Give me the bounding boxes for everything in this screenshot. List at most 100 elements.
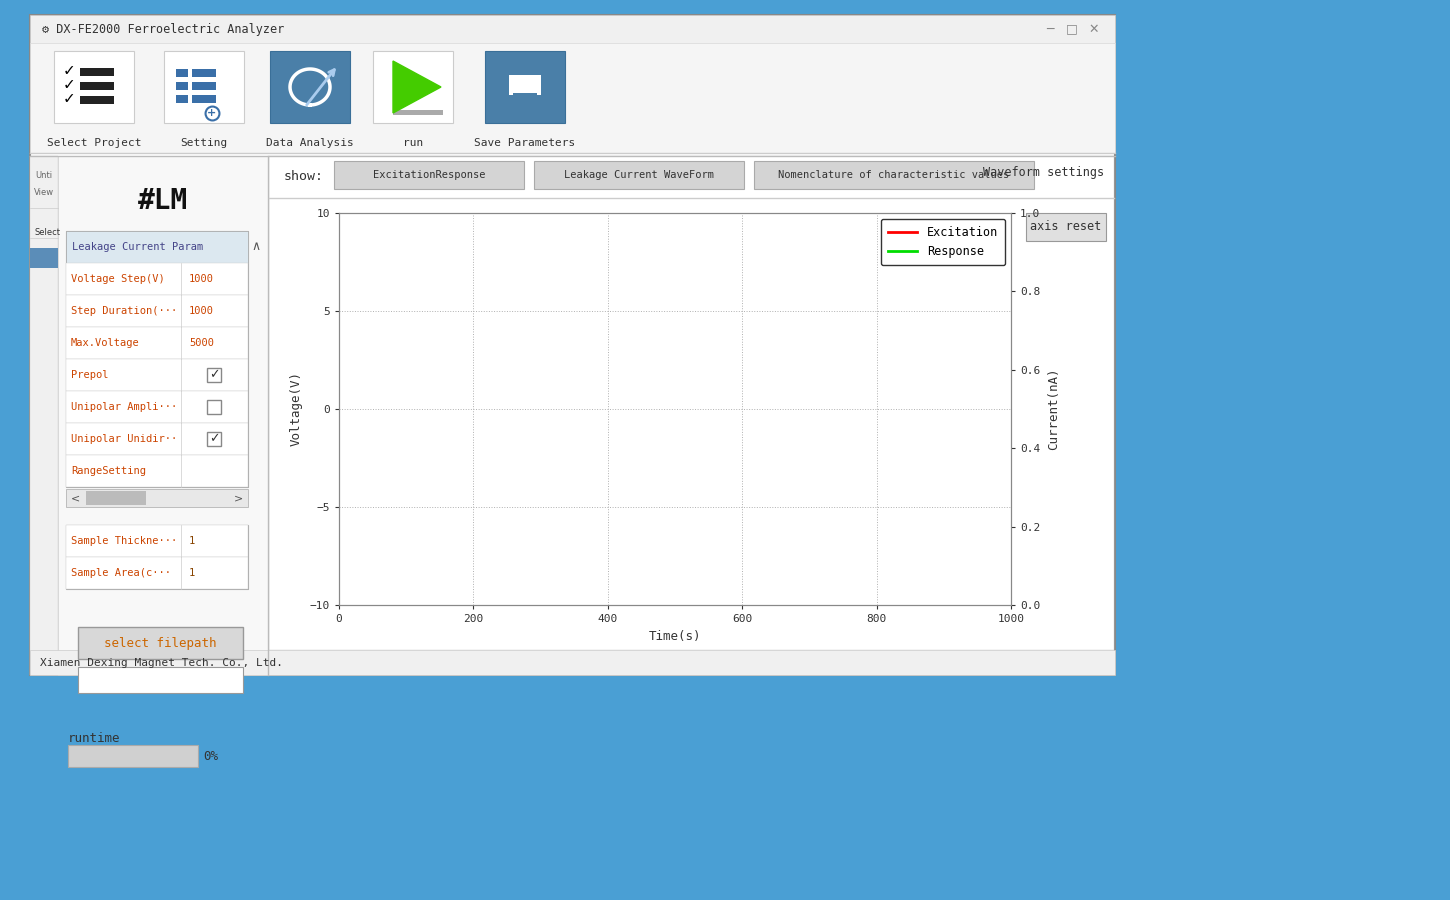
Legend: Excitation, Response: Excitation, Response [880, 219, 1005, 265]
Bar [68, 745, 199, 767]
Bar [67, 327, 248, 359]
Text: 5000: 5000 [188, 338, 215, 348]
Text: ✓: ✓ [62, 77, 75, 93]
Bar [80, 82, 115, 90]
Bar [393, 110, 444, 115]
Text: Xiamen Dexing Magnet Tech. Co., Ltd.: Xiamen Dexing Magnet Tech. Co., Ltd. [41, 658, 283, 668]
Text: Step Duration(···: Step Duration(··· [71, 306, 177, 316]
Text: ✓: ✓ [62, 64, 75, 78]
Bar [207, 368, 222, 382]
Text: ∧: ∧ [251, 240, 261, 254]
Text: ─: ─ [1047, 22, 1054, 35]
Bar [67, 525, 248, 589]
Bar [54, 51, 133, 123]
Text: ✓: ✓ [209, 433, 220, 446]
Text: ExcitationResponse: ExcitationResponse [373, 170, 486, 180]
Bar [78, 627, 244, 659]
Text: 1000: 1000 [188, 274, 215, 284]
Text: select filepath: select filepath [104, 636, 216, 650]
Text: Save Parameters: Save Parameters [474, 138, 576, 148]
Bar [30, 650, 1115, 675]
Text: RangeSetting: RangeSetting [71, 466, 146, 476]
Bar [30, 15, 1115, 675]
Text: Voltage Step(V): Voltage Step(V) [71, 274, 165, 284]
Text: Unipolar Ampli···: Unipolar Ampli··· [71, 402, 177, 412]
Text: Prepol: Prepol [71, 370, 109, 380]
Bar [175, 95, 188, 103]
Bar [80, 96, 115, 104]
Bar [78, 667, 244, 693]
Bar [30, 156, 58, 675]
Bar [270, 156, 1114, 650]
Text: Max.Voltage: Max.Voltage [71, 338, 139, 348]
Bar [513, 97, 536, 101]
Text: axis reset: axis reset [1031, 220, 1102, 233]
Text: Unti: Unti [35, 171, 52, 180]
Y-axis label: Voltage(V): Voltage(V) [290, 372, 303, 446]
Text: □: □ [1066, 22, 1077, 35]
Text: runtime: runtime [68, 733, 120, 745]
Bar [67, 391, 248, 423]
Bar [534, 161, 744, 189]
Text: Sample Thickne···: Sample Thickne··· [71, 536, 177, 546]
Bar [80, 68, 115, 76]
Text: 1000: 1000 [188, 306, 215, 316]
Text: 0%: 0% [203, 750, 218, 762]
Bar [67, 525, 248, 557]
Text: Select: Select [35, 228, 61, 237]
Bar [191, 95, 216, 103]
Text: Setting: Setting [180, 138, 228, 148]
Bar [373, 51, 452, 123]
Text: Sample Area(c···: Sample Area(c··· [71, 568, 171, 578]
Bar [30, 248, 58, 268]
Text: 1: 1 [188, 536, 196, 546]
Text: #LM: #LM [138, 187, 188, 215]
Bar [67, 423, 248, 455]
Text: <: < [71, 493, 80, 503]
X-axis label: Time(s): Time(s) [648, 630, 702, 643]
Bar [207, 400, 222, 414]
Bar [1027, 213, 1106, 241]
Bar [484, 51, 566, 123]
Text: ✓: ✓ [209, 368, 220, 382]
Text: Leakage Current Param: Leakage Current Param [72, 242, 203, 252]
Bar [175, 82, 188, 90]
Bar [67, 231, 248, 487]
Bar [270, 51, 349, 123]
Bar [509, 75, 541, 95]
Bar [503, 65, 547, 109]
Text: Select Project: Select Project [46, 138, 141, 148]
Text: 1: 1 [188, 568, 196, 578]
Text: Unipolar Unidir··: Unipolar Unidir·· [71, 434, 177, 444]
Bar [30, 15, 1115, 43]
Text: Data Analysis: Data Analysis [267, 138, 354, 148]
Bar [191, 82, 216, 90]
Bar [67, 557, 248, 589]
Bar [67, 455, 248, 487]
Bar [67, 263, 248, 295]
Text: run: run [403, 138, 423, 148]
Text: Waveform settings: Waveform settings [983, 166, 1103, 179]
Bar [207, 432, 222, 446]
Bar [191, 69, 216, 77]
Bar [67, 489, 248, 507]
Text: View: View [33, 188, 54, 197]
Text: Leakage Current WaveForm: Leakage Current WaveForm [564, 170, 713, 180]
Bar [164, 51, 244, 123]
Bar [86, 491, 146, 505]
Text: Nomenclature of characteristic values: Nomenclature of characteristic values [779, 170, 1009, 180]
Bar [513, 93, 536, 97]
Polygon shape [393, 61, 441, 113]
Text: >: > [233, 493, 244, 503]
Bar [67, 359, 248, 391]
Bar [58, 156, 268, 675]
Bar [67, 231, 248, 263]
Bar [67, 295, 248, 327]
Text: ⚙ DX-FE2000 Ferroelectric Analyzer: ⚙ DX-FE2000 Ferroelectric Analyzer [42, 22, 284, 35]
Text: show:: show: [284, 170, 323, 184]
Bar [30, 43, 1115, 153]
Bar [175, 69, 188, 77]
Text: ✓: ✓ [62, 92, 75, 106]
Bar [754, 161, 1034, 189]
Text: +: + [207, 108, 216, 118]
